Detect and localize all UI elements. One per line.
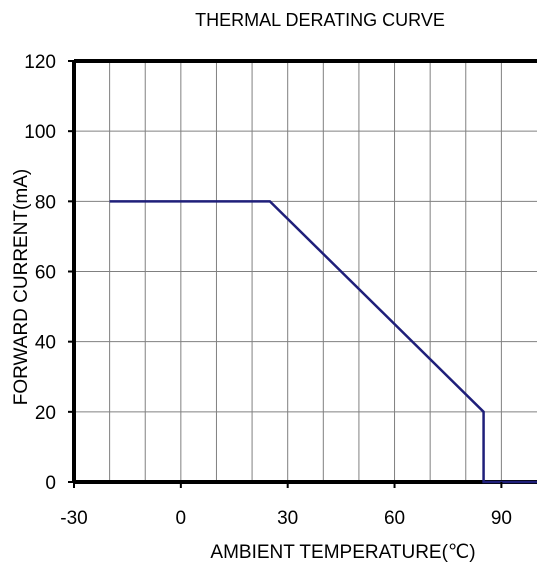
y-tick-label: 20 — [35, 403, 56, 424]
x-tick-label: -30 — [60, 508, 87, 529]
x-tick-label: 90 — [491, 508, 512, 529]
y-tick-label: 100 — [24, 122, 56, 143]
y-axis-label: FORWARD CURRENT(mA) — [11, 169, 32, 405]
x-tick-label: 30 — [277, 508, 298, 529]
chart-title: THERMAL DERATING CURVE — [195, 10, 445, 30]
y-tick-label: 60 — [35, 263, 56, 284]
x-axis-label: AMBIENT TEMPERATURE(℃) — [210, 542, 475, 563]
y-tick-label: 0 — [45, 473, 56, 494]
y-tick-label: 40 — [35, 333, 56, 354]
y-tick-label: 80 — [35, 192, 56, 213]
x-tick-label: 60 — [384, 508, 405, 529]
grid-lines — [74, 61, 537, 482]
y-tick-label: 120 — [24, 52, 56, 73]
x-tick-label: 0 — [176, 508, 187, 529]
